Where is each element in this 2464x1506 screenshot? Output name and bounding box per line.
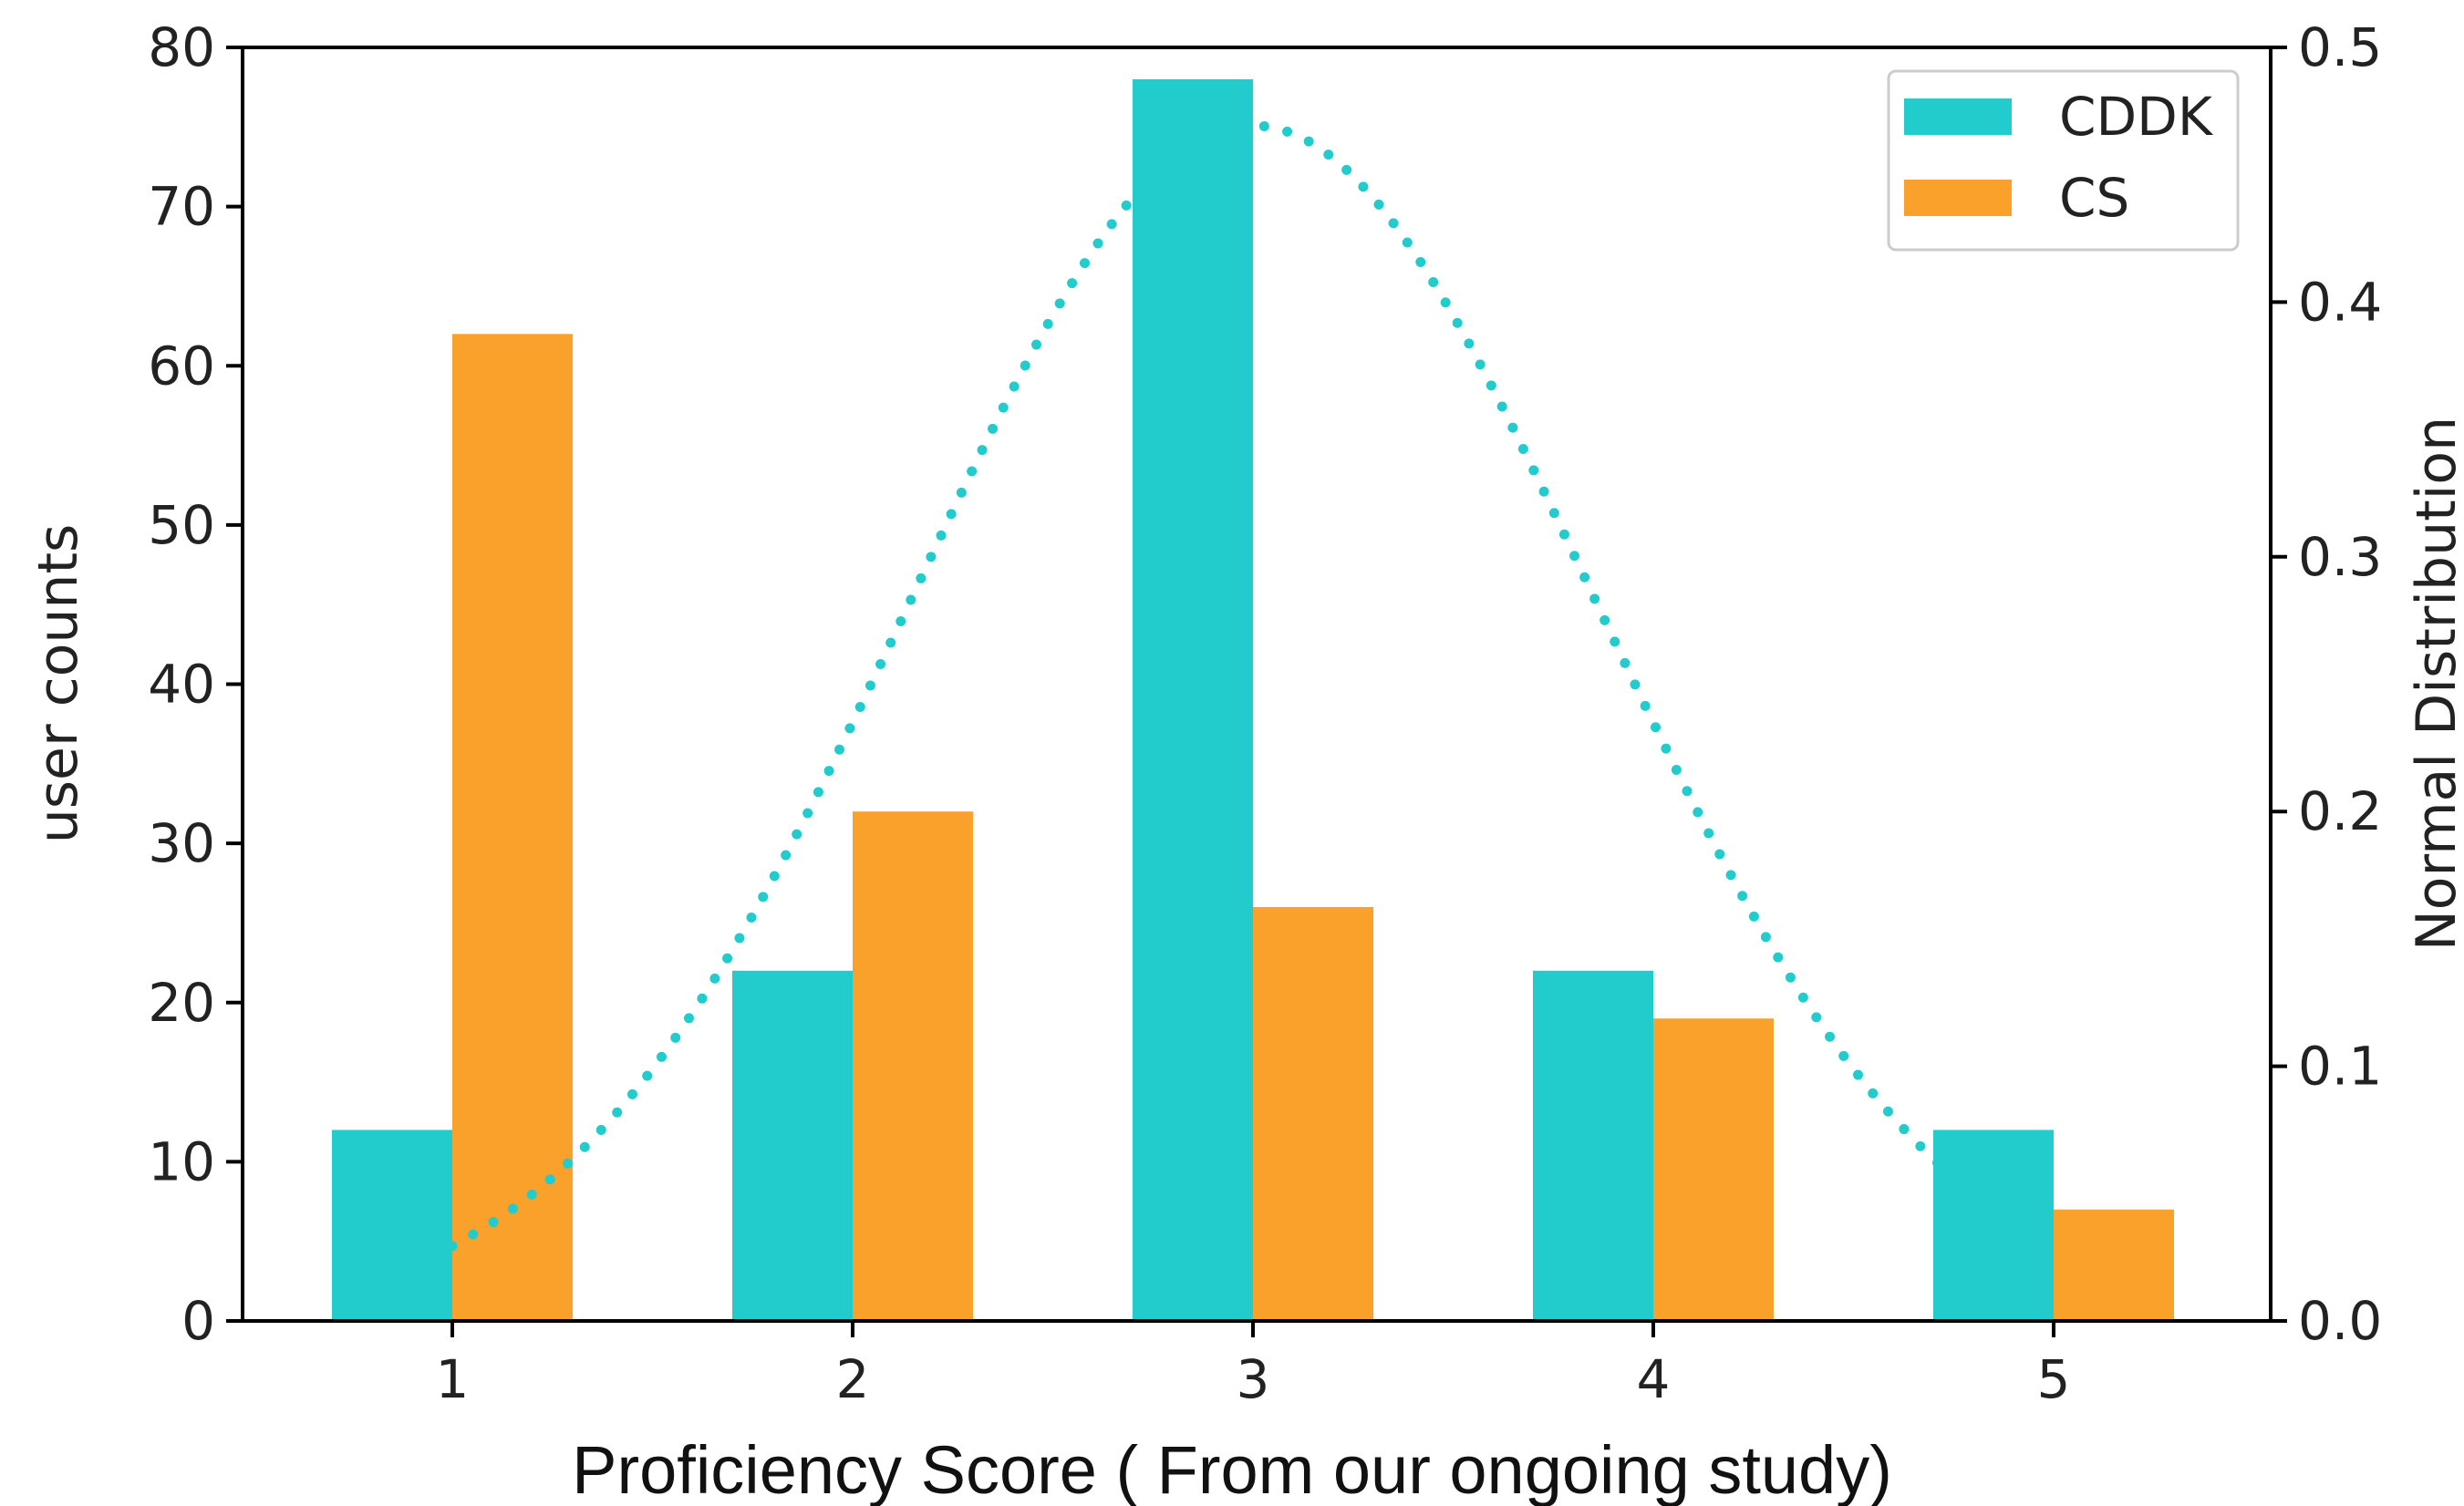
bar-cddk-2 — [732, 970, 853, 1321]
bar-cddk-4 — [1533, 970, 1653, 1321]
bar-cddk-1 — [332, 1130, 452, 1321]
x-tick-label: 2 — [836, 1348, 870, 1410]
bar-cddk-3 — [1133, 78, 1253, 1321]
y-tick-label: 0 — [181, 1290, 215, 1352]
legend-swatch-cddk — [1904, 98, 2012, 135]
bar-cddk-5 — [1933, 1130, 2054, 1321]
y-tick-label: 50 — [148, 494, 215, 556]
bars-layer — [332, 78, 2174, 1322]
curve-line — [447, 120, 1979, 1252]
legend-label-cddk: CDDK — [2059, 86, 2214, 148]
right-axis: 0.0 0.1 0.2 0.3 0.4 0.5 — [2271, 16, 2382, 1352]
y2-axis-title: Normal Distribution — [2405, 417, 2464, 951]
bar-cs-3 — [1253, 906, 1373, 1321]
y-tick-label: 40 — [148, 654, 215, 716]
bar-cs-4 — [1653, 1018, 1774, 1321]
legend: CDDK CS — [1887, 69, 2240, 252]
normal-distribution-curve — [447, 120, 1979, 1252]
x-axis-title: Proficiency Score ( From our ongoing stu… — [572, 1432, 1892, 1506]
x-tick-label: 4 — [1637, 1348, 1671, 1410]
legend-swatch-cs — [1904, 180, 2012, 216]
y2-tick-label: 0.2 — [2298, 780, 2382, 842]
y-tick-label: 80 — [148, 16, 215, 78]
y2-tick-label: 0.3 — [2298, 526, 2382, 588]
x-tick-label: 3 — [1237, 1348, 1270, 1410]
y-tick-label: 60 — [148, 335, 215, 397]
x-tick-label: 1 — [436, 1348, 470, 1410]
bar-cs-5 — [2054, 1209, 2174, 1321]
legend-label-cs: CS — [2059, 167, 2129, 229]
bar-cs-1 — [452, 334, 573, 1322]
y2-tick-label: 0.4 — [2298, 271, 2382, 333]
y2-tick-label: 0.5 — [2298, 16, 2382, 78]
y-tick-label: 70 — [148, 176, 215, 238]
y-tick-label: 30 — [148, 812, 215, 874]
y-tick-label: 20 — [148, 972, 215, 1034]
y-axis-title: user counts — [26, 524, 90, 843]
bar-cs-2 — [853, 811, 973, 1321]
y2-tick-label: 0.0 — [2298, 1290, 2382, 1352]
x-tick-label: 5 — [2037, 1348, 2071, 1410]
y-tick-label: 10 — [148, 1130, 215, 1192]
left-axis: 0 10 20 30 40 50 60 70 80 — [148, 16, 243, 1352]
x-axis: 1 2 3 4 5 — [436, 1321, 2071, 1410]
y2-tick-label: 0.1 — [2298, 1036, 2382, 1098]
